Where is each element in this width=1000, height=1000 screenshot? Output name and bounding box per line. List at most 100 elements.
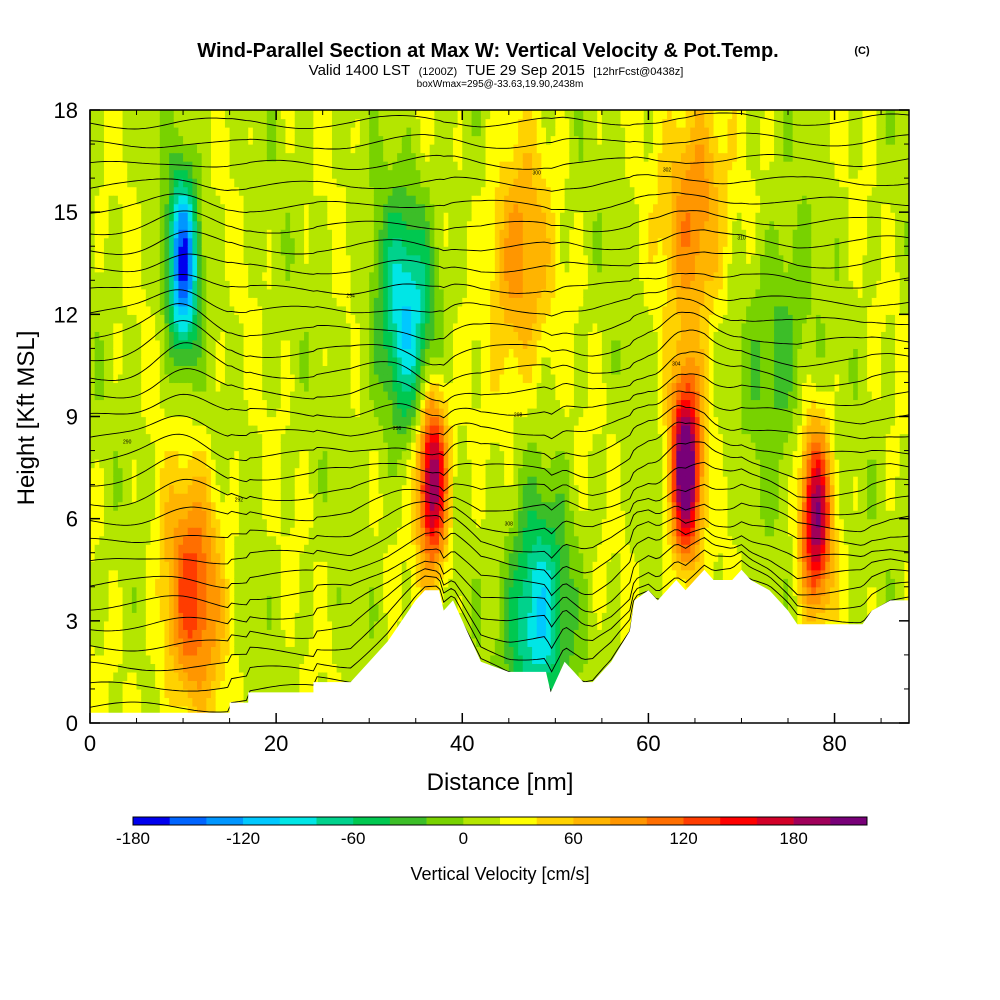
velocity-cell xyxy=(350,442,356,452)
velocity-cell xyxy=(117,169,124,179)
velocity-cell xyxy=(150,518,156,528)
velocity-cell xyxy=(192,561,198,571)
velocity-cell xyxy=(248,671,254,682)
velocity-cell xyxy=(155,501,161,511)
velocity-cell xyxy=(276,433,282,443)
velocity-cell xyxy=(229,373,235,384)
velocity-cell xyxy=(183,135,189,145)
velocity-cell xyxy=(285,390,291,401)
velocity-cell xyxy=(243,535,249,545)
velocity-cell xyxy=(369,552,375,562)
velocity-cell xyxy=(206,680,212,690)
velocity-cell xyxy=(248,510,254,520)
velocity-cell xyxy=(331,135,338,145)
velocity-cell xyxy=(359,595,366,605)
velocity-cell xyxy=(327,169,333,179)
velocity-cell xyxy=(262,229,268,239)
velocity-cell xyxy=(173,365,180,375)
velocity-cell xyxy=(117,161,124,171)
velocity-cell xyxy=(183,348,189,358)
velocity-cell xyxy=(178,407,184,418)
velocity-cell xyxy=(99,186,105,196)
velocity-cell xyxy=(201,237,207,247)
velocity-cell xyxy=(327,527,333,537)
velocity-cell xyxy=(243,280,249,290)
velocity-cell xyxy=(369,144,375,154)
velocity-cell xyxy=(392,135,398,145)
velocity-cell xyxy=(392,144,398,154)
velocity-cell xyxy=(136,152,142,162)
velocity-cell xyxy=(141,680,147,690)
velocity-cell xyxy=(169,314,175,324)
velocity-cell xyxy=(373,416,380,426)
velocity-cell xyxy=(229,110,235,120)
velocity-cell xyxy=(318,356,324,367)
velocity-cell xyxy=(345,152,352,162)
velocity-cell xyxy=(313,442,319,452)
velocity-cell xyxy=(322,314,328,324)
velocity-cell xyxy=(285,144,291,154)
velocity-cell xyxy=(271,671,277,682)
velocity-cell xyxy=(141,654,147,664)
velocity-cell xyxy=(397,501,403,511)
velocity-cell xyxy=(392,152,398,162)
velocity-cell xyxy=(304,390,310,401)
velocity-cell xyxy=(94,688,100,699)
velocity-cell xyxy=(159,356,166,367)
velocity-cell xyxy=(155,144,161,154)
velocity-cell xyxy=(113,407,119,418)
velocity-cell xyxy=(369,544,375,554)
velocity-cell xyxy=(252,578,259,588)
velocity-cell xyxy=(327,390,333,401)
velocity-cell xyxy=(150,544,156,554)
velocity-cell xyxy=(327,288,333,298)
velocity-cell xyxy=(248,493,254,503)
velocity-cell xyxy=(183,246,189,256)
velocity-cell xyxy=(229,229,235,239)
velocity-cell xyxy=(169,620,175,630)
velocity-cell xyxy=(373,637,380,647)
velocity-cell xyxy=(187,493,193,503)
velocity-cell xyxy=(262,339,268,349)
velocity-cell xyxy=(257,220,263,230)
velocity-cell xyxy=(122,246,128,256)
velocity-cell xyxy=(304,493,310,503)
velocity-cell xyxy=(169,425,175,435)
velocity-cell xyxy=(341,212,347,222)
velocity-cell xyxy=(327,297,333,307)
velocity-cell xyxy=(150,501,156,511)
velocity-cell xyxy=(397,110,403,120)
velocity-cell xyxy=(206,586,212,596)
velocity-cell xyxy=(345,314,352,324)
velocity-cell xyxy=(141,569,147,579)
velocity-cell xyxy=(322,280,328,290)
velocity-cell xyxy=(201,552,207,562)
velocity-cell xyxy=(108,569,114,579)
velocity-cell xyxy=(392,271,398,281)
velocity-cell xyxy=(145,484,152,494)
velocity-cell xyxy=(378,518,384,528)
velocity-cell xyxy=(220,382,226,392)
velocity-cell xyxy=(345,433,352,443)
velocity-cell xyxy=(215,178,221,188)
velocity-cell xyxy=(262,586,268,596)
velocity-cell xyxy=(131,288,138,298)
velocity-cell xyxy=(173,552,180,562)
velocity-cell xyxy=(359,110,366,120)
velocity-cell xyxy=(238,569,245,579)
velocity-cell xyxy=(327,620,333,630)
velocity-cell xyxy=(90,603,96,613)
velocity-cell xyxy=(220,646,226,656)
velocity-cell xyxy=(178,561,184,571)
velocity-cell xyxy=(169,467,175,477)
velocity-cell xyxy=(369,152,375,162)
velocity-cell xyxy=(238,407,245,418)
velocity-cell xyxy=(364,263,370,273)
velocity-cell xyxy=(387,612,394,622)
velocity-cell xyxy=(108,365,114,375)
velocity-cell xyxy=(238,237,245,247)
velocity-cell xyxy=(210,493,217,503)
velocity-cell xyxy=(224,705,231,716)
velocity-cell xyxy=(252,237,259,247)
velocity-cell xyxy=(345,459,352,469)
